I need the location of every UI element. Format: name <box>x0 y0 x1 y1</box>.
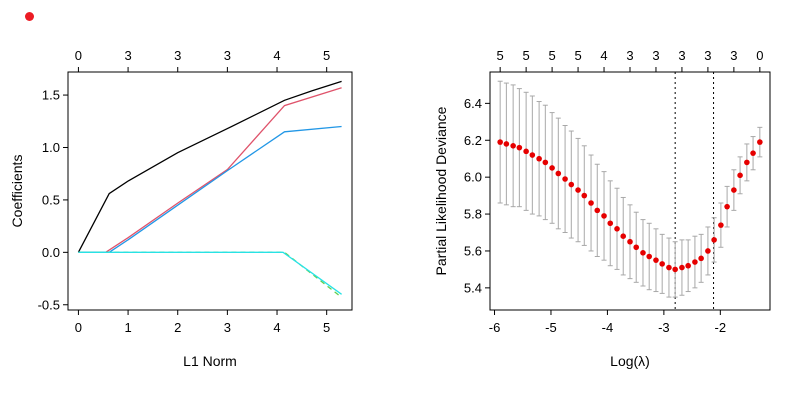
top-axis-count-label: 3 <box>678 48 685 63</box>
y-axis-tick-label: 5.4 <box>464 280 482 295</box>
cv-mean-point <box>614 226 620 232</box>
cv-mean-point <box>516 144 523 151</box>
lasso-coefficient-path-chart: 0 1 2 3 4 5 -0.5 0.0 0.5 1.0 1.5 0 3 3 3 4 5 L1 Norm Coeff… <box>9 48 353 369</box>
cv-mean-point <box>575 187 581 193</box>
top-axis-count-label: 5 <box>574 48 581 63</box>
cv-mean-point <box>555 170 562 177</box>
cv-mean-point <box>711 237 717 243</box>
top-axis-count-label: 0 <box>756 48 763 63</box>
x-axis-tick-label: -5 <box>545 320 557 335</box>
cv-mean-point <box>594 207 601 214</box>
cv-mean-point <box>679 264 685 271</box>
cv-mean-point <box>698 255 704 262</box>
y-axis-tick-label: 0.5 <box>42 192 60 207</box>
cv-mean-point <box>542 159 549 166</box>
y-axis-tick-label: 6.2 <box>464 133 482 148</box>
top-axis-count-label: 5 <box>523 48 530 63</box>
cv-mean-point <box>529 152 536 158</box>
plot-box <box>67 71 353 311</box>
cv-mean-point <box>510 142 516 149</box>
y-axis-tick-label: 5.8 <box>464 207 482 222</box>
cv-mean-point <box>581 192 588 199</box>
y-axis-tick-label: 6.0 <box>464 170 482 185</box>
cv-mean-point <box>646 253 652 260</box>
cv-mean-point <box>503 141 510 147</box>
cv-mean-point <box>672 266 678 273</box>
cv-mean-point <box>568 181 575 188</box>
top-axis-count-label: 3 <box>704 48 711 63</box>
x-axis-tick-label: 2 <box>174 320 181 335</box>
cv-mean-point <box>549 165 555 171</box>
x-axis-tick-label: 3 <box>224 320 231 335</box>
top-axis-count-label: 5 <box>497 48 504 63</box>
x-axis-tick-label: 4 <box>273 320 280 335</box>
top-axis-count-label: 5 <box>548 48 555 63</box>
y-axis-tick-label: 6.4 <box>464 96 482 111</box>
top-axis-count-label: 4 <box>273 48 280 63</box>
x-axis-title: Log(λ) <box>610 353 650 369</box>
top-axis-count-label: 3 <box>124 48 131 63</box>
cv-mean-point <box>659 261 665 267</box>
cv-mean-point <box>757 139 763 145</box>
top-axis-count-label: 3 <box>224 48 231 63</box>
y-axis-title: Coefficients <box>9 155 25 228</box>
y-axis-tick-label: 0.0 <box>42 245 60 260</box>
cv-mean-point <box>737 172 743 179</box>
cv-mean-point <box>718 222 724 228</box>
cv-mean-point <box>536 155 542 162</box>
cv-mean-point <box>620 233 627 240</box>
cv-mean-point <box>653 257 659 263</box>
cv-mean-point <box>497 139 503 145</box>
top-axis-count-label: 3 <box>174 48 181 63</box>
x-axis-tick-label: 0 <box>75 320 82 335</box>
x-axis-tick-label: -3 <box>658 320 670 335</box>
y-axis-tick-label: 1.5 <box>42 88 60 103</box>
cv-mean-point <box>633 244 640 251</box>
red-record-dot <box>25 12 34 21</box>
top-axis-count-label: 0 <box>75 48 82 63</box>
top-axis-count-label: 3 <box>626 48 633 63</box>
coef-path-2-line <box>78 87 342 253</box>
coef-path-4-line <box>78 251 343 298</box>
x-axis-tick-label: 1 <box>124 320 131 335</box>
x-axis-title: L1 Norm <box>183 353 237 369</box>
cv-mean-point <box>607 220 614 227</box>
top-axis-count-label: 5 <box>323 48 330 63</box>
coef-path-1-line <box>77 80 342 253</box>
y-axis-tick-label: 5.6 <box>464 243 482 258</box>
coef-path-3-line <box>78 125 342 253</box>
coef-path-5-line <box>78 251 342 295</box>
top-axis-count-label: 3 <box>652 48 659 63</box>
top-axis-count-label: 4 <box>600 48 607 63</box>
y-axis-tick-label: 1.0 <box>42 140 60 155</box>
cv-mean-point <box>731 187 737 193</box>
x-axis-tick-label: 5 <box>323 320 330 335</box>
cv-mean-point <box>640 250 646 256</box>
cv-mean-point <box>744 159 750 166</box>
cv-mean-point <box>601 213 607 219</box>
cv-mean-point <box>750 150 756 156</box>
cv-mean-point <box>562 176 568 182</box>
y-axis-tick-label: -0.5 <box>38 297 60 312</box>
y-axis-title: Partial Likelihood Deviance <box>433 106 449 275</box>
cv-mean-point <box>627 238 633 245</box>
cv-mean-point <box>685 262 691 269</box>
cv-mean-point <box>692 259 698 265</box>
cv-deviance-chart: -6 -5 -4 -3 -2 5.4 5.6 5.8 6.0 6.2 6.4 5 5 5 5 4 3 3 3 3 3 0 L… <box>433 48 771 369</box>
cv-mean-point <box>666 264 672 271</box>
cv-mean-point <box>705 248 711 254</box>
cv-mean-point <box>588 200 594 206</box>
x-axis-tick-label: -4 <box>602 320 614 335</box>
cv-mean-point <box>724 203 730 210</box>
top-axis-count-label: 3 <box>730 48 737 63</box>
x-axis-tick-label: -6 <box>489 320 501 335</box>
x-axis-tick-label: -2 <box>715 320 727 335</box>
cv-mean-point <box>523 148 529 155</box>
